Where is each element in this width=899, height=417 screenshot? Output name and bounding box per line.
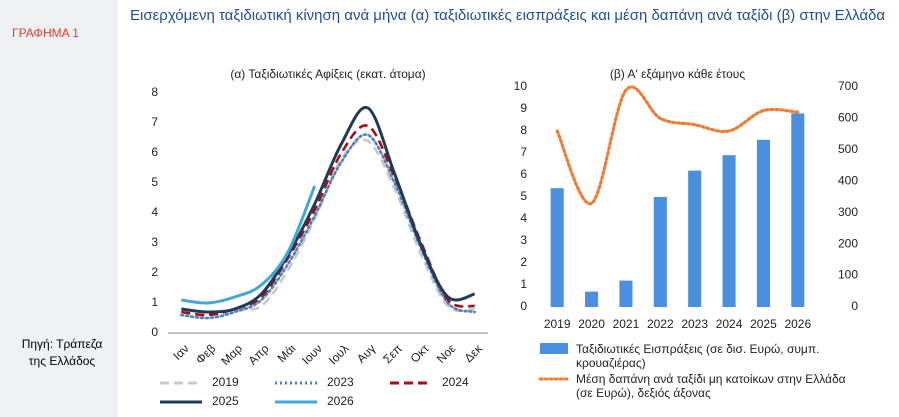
legend-swatch xyxy=(540,343,568,354)
line xyxy=(181,124,475,317)
line xyxy=(180,133,476,320)
x-tick-label: 2025 xyxy=(750,317,777,331)
y-tick-label: 4 xyxy=(520,211,527,225)
bar xyxy=(722,155,736,307)
line xyxy=(555,85,800,205)
y-tick-label: 6 xyxy=(520,167,527,181)
line xyxy=(181,105,476,314)
y2-tick-label: 600 xyxy=(838,111,858,125)
x-tick-label: Απρ xyxy=(245,341,271,367)
x-tick-label: 2022 xyxy=(647,317,674,331)
legend-label: 2023 xyxy=(327,375,354,389)
y-tick-label: 8 xyxy=(520,123,527,137)
x-tick-label: 2026 xyxy=(784,317,811,331)
y-tick-label: 7 xyxy=(151,115,158,129)
line xyxy=(181,138,475,317)
bar xyxy=(653,197,667,307)
bar xyxy=(585,291,599,307)
y2-tick-label: 500 xyxy=(838,142,858,156)
line xyxy=(181,185,317,305)
x-tick-label: 2021 xyxy=(613,317,640,331)
x-tick-label: Ιουλ xyxy=(326,341,352,367)
source: Πηγή: Τράπεζα της Ελλάδος xyxy=(21,337,103,368)
y-tick-label: 5 xyxy=(151,175,158,189)
x-tick-label: Μάι xyxy=(275,341,299,365)
y-tick-label: 2 xyxy=(151,265,158,279)
y-tick-label: 8 xyxy=(151,85,158,99)
chart-title: (α) Ταξιδιωτικές Αφίξεις (εκατ. άτομα) xyxy=(230,67,425,81)
y2-tick-label: 200 xyxy=(838,236,858,250)
y-tick-label: 5 xyxy=(520,189,527,203)
legend-label: 2026 xyxy=(327,394,354,408)
y-tick-label: 4 xyxy=(151,205,158,219)
y-tick-label: 6 xyxy=(151,145,158,159)
x-tick-label: Αυγ xyxy=(354,341,378,365)
x-tick-label: Σεπ xyxy=(380,341,405,366)
y-tick-label: 0 xyxy=(151,325,158,339)
y-tick-label: 0 xyxy=(520,299,527,313)
legend-label: Μέση δαπάνη ανά ταξίδι μη κατοίκων στην … xyxy=(576,372,846,400)
y2-tick-label: 700 xyxy=(838,79,858,93)
y2-tick-label: 0 xyxy=(851,299,858,313)
y2-tick-label: 400 xyxy=(838,173,858,187)
bar xyxy=(619,280,633,307)
x-tick-label: Μαρ xyxy=(218,341,245,368)
y2-tick-label: 300 xyxy=(838,205,858,219)
legend-label: 2025 xyxy=(212,394,239,408)
legend-label: 2019 xyxy=(212,375,239,389)
bar xyxy=(756,139,770,307)
bar xyxy=(550,188,564,307)
y-tick-label: 3 xyxy=(520,233,527,247)
y-tick-label: 7 xyxy=(520,145,527,159)
x-tick-label: Ιουν xyxy=(299,341,325,367)
x-tick-label: 2023 xyxy=(681,317,708,331)
y-tick-label: 9 xyxy=(520,101,527,115)
x-tick-label: Ιαν xyxy=(170,341,191,362)
x-tick-label: 2024 xyxy=(716,317,743,331)
y-tick-label: 10 xyxy=(514,79,528,93)
x-tick-label: Νοε xyxy=(434,341,459,366)
y-tick-label: 1 xyxy=(520,277,527,291)
bar xyxy=(688,170,702,307)
y-tick-label: 2 xyxy=(520,255,527,269)
side-panel xyxy=(0,0,118,417)
y-tick-label: 3 xyxy=(151,235,158,249)
y2-tick-label: 100 xyxy=(838,268,858,282)
x-tick-label: Δεκ xyxy=(461,341,485,365)
title: Εισερχόμενη ταξιδιωτική κίνηση ανά μήνα … xyxy=(130,7,886,24)
chart-title: (β) Α' εξάμηνο κάθε έτους xyxy=(610,67,745,81)
legend-label: Ταξιδιωτικές Εισπράξεις (σε δισ. Ευρώ, σ… xyxy=(576,342,820,370)
x-tick-label: 2020 xyxy=(578,317,605,331)
legend-label: 2024 xyxy=(442,375,469,389)
y-tick-label: 1 xyxy=(151,295,158,309)
x-tick-label: 2019 xyxy=(544,317,571,331)
figure-label: ΓΡΑΦΗΜΑ 1 xyxy=(12,26,79,40)
bar xyxy=(791,113,805,308)
x-tick-label: Οκτ xyxy=(408,341,432,365)
x-tick-label: Φεβ xyxy=(193,341,218,366)
